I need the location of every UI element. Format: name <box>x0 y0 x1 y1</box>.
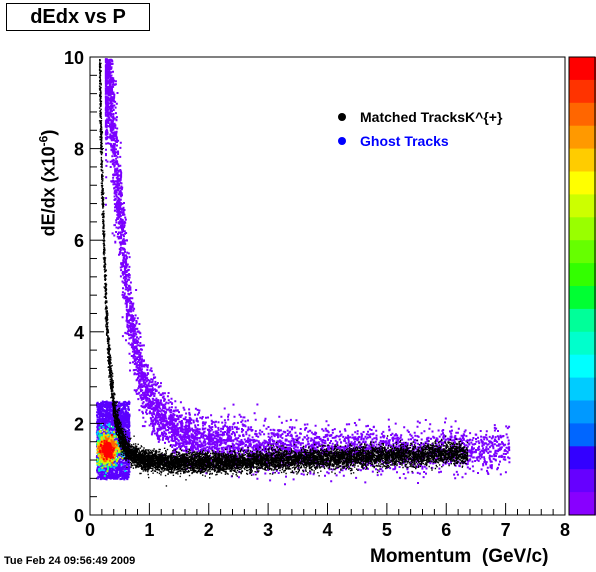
palette-color-cell <box>569 446 596 470</box>
legend-marker-matched <box>338 113 346 121</box>
x-tick-label: 1 <box>144 520 154 540</box>
palette-color-cell <box>569 57 596 81</box>
palette-color-cell <box>569 308 596 333</box>
matched-tracks-band <box>98 59 469 487</box>
y-tick-label: 6 <box>74 231 84 251</box>
ghost-core-level-5 <box>99 433 115 461</box>
palette-color-cell <box>569 240 596 264</box>
legend-marker-ghost <box>338 137 346 145</box>
legend: Matched TracksK^{+} Ghost Tracks <box>332 105 502 153</box>
palette-color-cell <box>569 102 596 127</box>
palette-color-cell <box>569 400 596 424</box>
x-tick-label: 8 <box>560 520 570 540</box>
palette-color-cell <box>569 423 596 447</box>
palette-color-cell <box>569 79 596 104</box>
palette-color-cell <box>569 331 596 356</box>
x-tick-label: 7 <box>501 520 511 540</box>
palette-color-cell <box>569 194 596 218</box>
x-tick-label: 5 <box>382 520 392 540</box>
palette-frame <box>568 56 596 516</box>
palette-color-cell <box>569 171 596 195</box>
y-tick-label: 10 <box>64 48 84 68</box>
legend-label-ghost: Ghost Tracks <box>360 133 449 149</box>
palette-color-cell <box>569 286 596 310</box>
palette-color-cell <box>569 377 596 401</box>
y-axis-label-exponent: -6 <box>36 135 51 147</box>
palette-color-cell <box>569 263 596 287</box>
x-axis-label: Momentum (GeV/c) <box>370 546 549 567</box>
y-axis-label-text: dE/dx (x10 <box>38 146 59 237</box>
x-tick-label: 0 <box>85 520 95 540</box>
legend-item-ghost: Ghost Tracks <box>332 129 502 153</box>
legend-label-matched: Matched TracksK^{+} <box>360 109 503 125</box>
palette-color-cell <box>569 125 596 150</box>
palette-color-cell <box>569 217 596 241</box>
palette-color-cell <box>569 469 596 493</box>
legend-item-matched: Matched TracksK^{+} <box>332 105 502 129</box>
x-tick-label: 6 <box>441 520 451 540</box>
timestamp: Tue Feb 24 09:56:49 2009 <box>4 555 136 567</box>
y-axis-label-close: ) <box>38 129 59 136</box>
x-tick-label: 2 <box>204 520 214 540</box>
x-tick-label: 3 <box>263 520 273 540</box>
chart-title: dEdx vs P <box>6 3 150 31</box>
x-tick-label: 4 <box>322 520 332 540</box>
palette-color-cell <box>569 148 596 172</box>
y-tick-label: 2 <box>74 414 84 434</box>
y-tick-label: 0 <box>74 506 84 526</box>
y-axis-label: dE/dx (x10-6) <box>37 130 60 237</box>
palette-color-cell <box>569 492 596 516</box>
palette-color-cell <box>569 354 596 379</box>
y-tick-label: 8 <box>74 140 84 160</box>
y-tick-label: 4 <box>74 323 84 343</box>
